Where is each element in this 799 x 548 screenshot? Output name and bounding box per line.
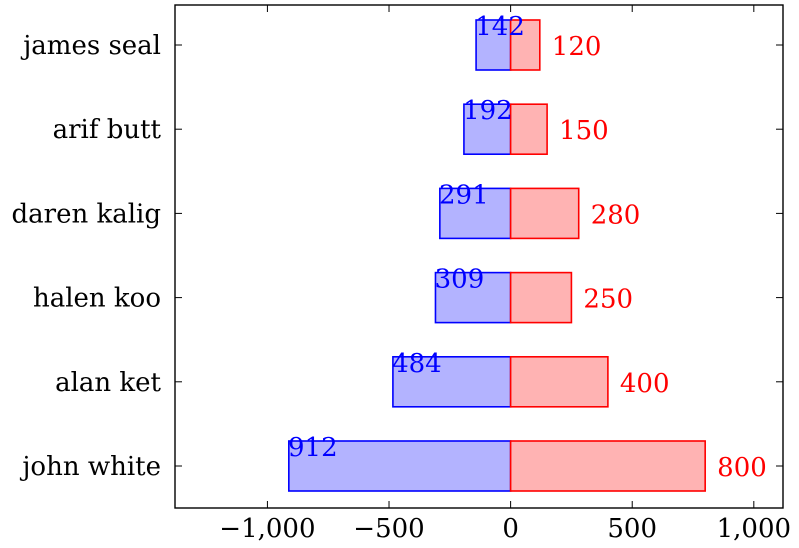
data-label-series-1-arif-butt: 192	[463, 96, 513, 126]
category-label: arif butt	[53, 115, 162, 145]
x-tick-label: 500	[607, 514, 657, 544]
data-label-series-1-daren-kalig: 291	[439, 180, 489, 210]
ticks-layer	[175, 5, 783, 508]
bar-series-1-james-seal	[475, 19, 512, 71]
category-label: halen koo	[33, 284, 161, 314]
bars-layer	[288, 19, 706, 492]
bar-series-2-daren-kalig	[509, 187, 580, 240]
data-label-series-1-john-white: 912	[288, 433, 338, 463]
data-label-series-1-halen-koo: 309	[435, 265, 485, 295]
bar-series-1-arif-butt	[463, 103, 512, 155]
labels-layer: 142 192 291 309 484 912 120 150 280 250 400 800 jame…	[12, 12, 792, 544]
bar-series-2-john-white	[509, 440, 706, 492]
data-label-series-2-alan-ket: 400	[620, 369, 670, 399]
data-label-series-2-james-seal: 120	[552, 32, 602, 62]
data-label-series-1-alan-ket: 484	[392, 349, 442, 379]
category-label: alan ket	[55, 368, 161, 398]
bar-series-2-alan-ket	[509, 355, 609, 408]
plot-frame	[174, 4, 784, 509]
category-label: james seal	[20, 31, 161, 61]
category-label: daren kalig	[12, 199, 162, 229]
data-label-series-2-halen-koo: 250	[583, 285, 633, 315]
data-label-series-2-john-white: 800	[717, 453, 767, 483]
bar-series-2-james-seal	[509, 19, 541, 71]
x-tick-label: −1,000	[219, 514, 315, 544]
bar-series-2-halen-koo	[509, 271, 573, 324]
bar-series-1-john-white	[288, 440, 512, 492]
bar-series-1-daren-kalig	[439, 187, 512, 240]
data-label-series-1-james-seal: 142	[475, 12, 525, 42]
bar-series-1-alan-ket	[392, 355, 512, 408]
x-tick-label: 0	[502, 514, 519, 544]
bar-series-2-arif-butt	[509, 103, 548, 155]
category-label: john white	[19, 452, 161, 482]
x-tick-label: 1,000	[717, 514, 791, 544]
x-tick-label: −500	[353, 514, 424, 544]
data-label-series-2-arif-butt: 150	[559, 116, 609, 146]
data-label-series-2-daren-kalig: 280	[591, 200, 641, 230]
